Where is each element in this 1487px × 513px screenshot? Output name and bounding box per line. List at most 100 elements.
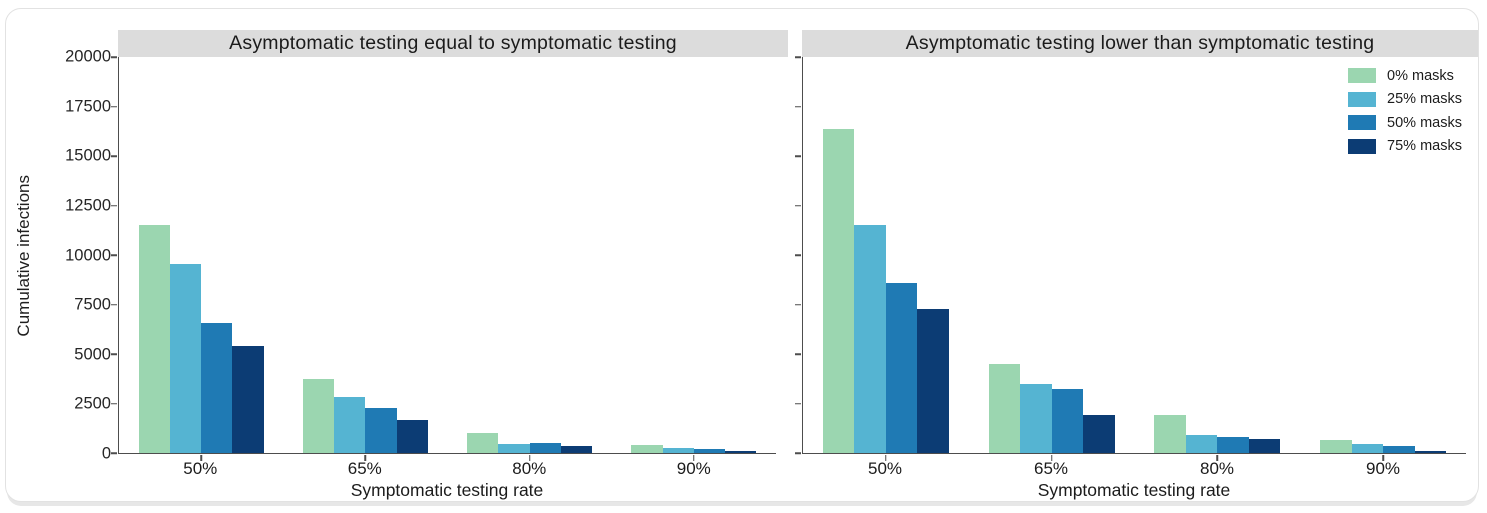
- bar-group: [448, 57, 612, 453]
- legend-item: 25% masks: [1348, 88, 1462, 112]
- x-axis-label: Symptomatic testing rate: [350, 480, 544, 500]
- bar-0masks-80: [1154, 415, 1186, 453]
- legend-item: 75% masks: [1348, 135, 1462, 159]
- bar-50masks-65: [365, 408, 397, 453]
- x-tick-label: 80%: [1199, 459, 1235, 478]
- legend-swatch-75masks: [1348, 138, 1377, 154]
- x-axis-label: Symptomatic testing rate: [1037, 480, 1231, 500]
- x-axis-tick-labels: 50% 65% 80% 90%: [118, 454, 776, 480]
- bar-50masks-50: [885, 282, 918, 453]
- y-axis-tick: [111, 105, 117, 108]
- x-tick-label: 50%: [867, 459, 903, 478]
- legend-swatch-0masks: [1348, 68, 1377, 84]
- bar-group: [119, 57, 283, 453]
- bar-25masks-65: [1020, 384, 1052, 453]
- bar-group: [803, 57, 969, 453]
- bar-25masks-65: [334, 396, 366, 453]
- y-axis-tick: [111, 452, 117, 454]
- x-axis-tick: [200, 455, 202, 461]
- legend-item: 0% masks: [1348, 64, 1462, 88]
- bar-group: [1135, 57, 1301, 453]
- panel-equal-testing: Asymptomatic testing equal to symptomati…: [6, 30, 788, 501]
- x-axis-tick: [364, 455, 367, 461]
- bar-75masks-90: [725, 451, 757, 453]
- bar-50masks-65: [1051, 389, 1084, 453]
- y-axis-tick: [795, 402, 801, 405]
- bar-groups: [803, 57, 1466, 453]
- y-axis-tick: [111, 56, 117, 58]
- y-axis-tick: [795, 452, 801, 454]
- y-axis-tick: [111, 402, 117, 405]
- y-tick-label: 7500: [74, 295, 111, 314]
- y-axis-tick: [795, 254, 801, 256]
- x-tick-label: 90%: [1365, 459, 1401, 478]
- y-axis-tick: [795, 56, 801, 58]
- y-axis-tick: [111, 254, 117, 256]
- y-axis-tick: [795, 155, 801, 157]
- y-axis-label-column: Cumulative infections: [6, 57, 42, 454]
- y-axis-label: Cumulative infections: [14, 174, 33, 337]
- x-axis-tick: [1050, 455, 1053, 461]
- y-tick-label: 17500: [65, 97, 111, 116]
- bar-75masks-50: [232, 346, 264, 453]
- x-axis-tick: [885, 455, 887, 461]
- plot-area: [111, 56, 776, 461]
- y-tick-label: 10000: [65, 246, 111, 264]
- x-tick-label: 65%: [1033, 459, 1069, 478]
- y-axis-tick: [111, 353, 117, 355]
- y-axis-tick: [795, 204, 801, 207]
- y-axis-tick: [795, 353, 801, 355]
- x-tick-label: 80%: [512, 459, 547, 478]
- y-axis-tick: [111, 303, 117, 306]
- x-axis-tick: [693, 455, 695, 461]
- bar-0masks-90: [631, 445, 663, 453]
- x-axis-tick: [528, 455, 531, 461]
- panel-body: 0% masks 25% masks 50% masks 75% masks 50% 6…: [795, 56, 1478, 501]
- y-axis-tick: [111, 204, 117, 207]
- legend-label: 75% masks: [1387, 138, 1462, 155]
- panel-title: Asymptomatic testing lower than symptoma…: [802, 30, 1478, 57]
- bar-group: [969, 57, 1135, 453]
- y-tick-label: 12500: [65, 196, 111, 215]
- panel-body: Cumulative infections 0 2500 5000 7500 10000…: [6, 48, 788, 501]
- plot-column: 50% 65% 80% 90% Symptomatic testing rate: [111, 56, 788, 501]
- bar-0masks-90: [1320, 440, 1352, 453]
- legend-swatch-25masks: [1348, 91, 1377, 107]
- panel-title: Asymptomatic testing equal to symptomati…: [118, 30, 788, 57]
- bar-0masks-65: [988, 363, 1021, 453]
- x-tick-label: 65%: [347, 459, 382, 478]
- bar-75masks-80: [560, 446, 593, 453]
- bar-75masks-90: [1414, 451, 1447, 453]
- x-axis-tick-labels: 50% 65% 80% 90%: [802, 454, 1466, 480]
- chart-row: Asymptomatic testing equal to symptomati…: [6, 9, 1478, 501]
- legend-label: 50% masks: [1387, 114, 1462, 131]
- legend-label: 25% masks: [1387, 91, 1462, 108]
- bar-25masks-90: [1351, 444, 1384, 453]
- plot-area: 0% masks 25% masks 50% masks 75% masks: [795, 56, 1466, 461]
- x-tick-label: 90%: [676, 459, 711, 478]
- bar-25masks-50: [854, 225, 886, 453]
- x-tick-label: 50%: [183, 459, 218, 478]
- bar-75masks-80: [1248, 439, 1281, 453]
- bar-50masks-80: [529, 443, 561, 453]
- panel-lower-testing: Asymptomatic testing lower than symptoma…: [795, 30, 1478, 501]
- bar-25masks-80: [498, 443, 530, 453]
- bar-50masks-80: [1217, 437, 1249, 453]
- bar-50masks-90: [693, 449, 726, 453]
- bar-50masks-50: [201, 323, 233, 453]
- bar-groups: [119, 57, 776, 453]
- legend-swatch-50masks: [1348, 115, 1377, 131]
- y-axis-tick-labels: 0 2500 5000 7500 10000 12500 15000 17500 20000: [42, 48, 118, 463]
- y-tick-label: 2500: [74, 394, 111, 413]
- bar-0masks-50: [138, 225, 170, 453]
- x-axis-tick: [1382, 455, 1384, 461]
- legend-item: 50% masks: [1348, 111, 1462, 135]
- y-axis-tick: [795, 105, 801, 108]
- chart-card: Asymptomatic testing equal to symptomati…: [5, 8, 1479, 502]
- bar-0masks-80: [467, 433, 499, 453]
- bar-0masks-65: [302, 378, 335, 453]
- bar-25masks-80: [1185, 435, 1218, 453]
- legend: 0% masks 25% masks 50% masks 75% masks: [1348, 64, 1462, 158]
- bar-75masks-50: [917, 309, 949, 453]
- bar-group: [283, 57, 447, 453]
